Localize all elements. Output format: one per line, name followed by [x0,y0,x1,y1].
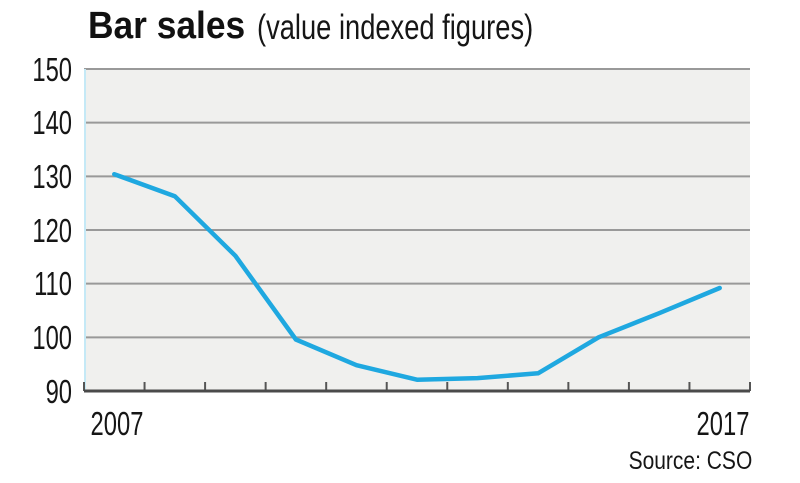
x-tick-label: 2017 [696,405,750,442]
chart-subtitle: (value indexed figures) [257,8,534,47]
y-tick-label: 110 [34,265,72,303]
y-tick-label: 90 [45,372,72,410]
y-tick-label: 100 [32,318,72,356]
y-tick-label: 140 [32,104,72,142]
x-tick-label: 2007 [90,405,144,442]
y-tick-label: 120 [32,211,72,249]
source-credit: Source: CSO [628,447,752,475]
chart-title: Bar sales [88,5,246,47]
series-line [112,171,722,382]
y-tick-label: 150 [32,50,72,88]
y-tick-label: 130 [32,157,72,195]
